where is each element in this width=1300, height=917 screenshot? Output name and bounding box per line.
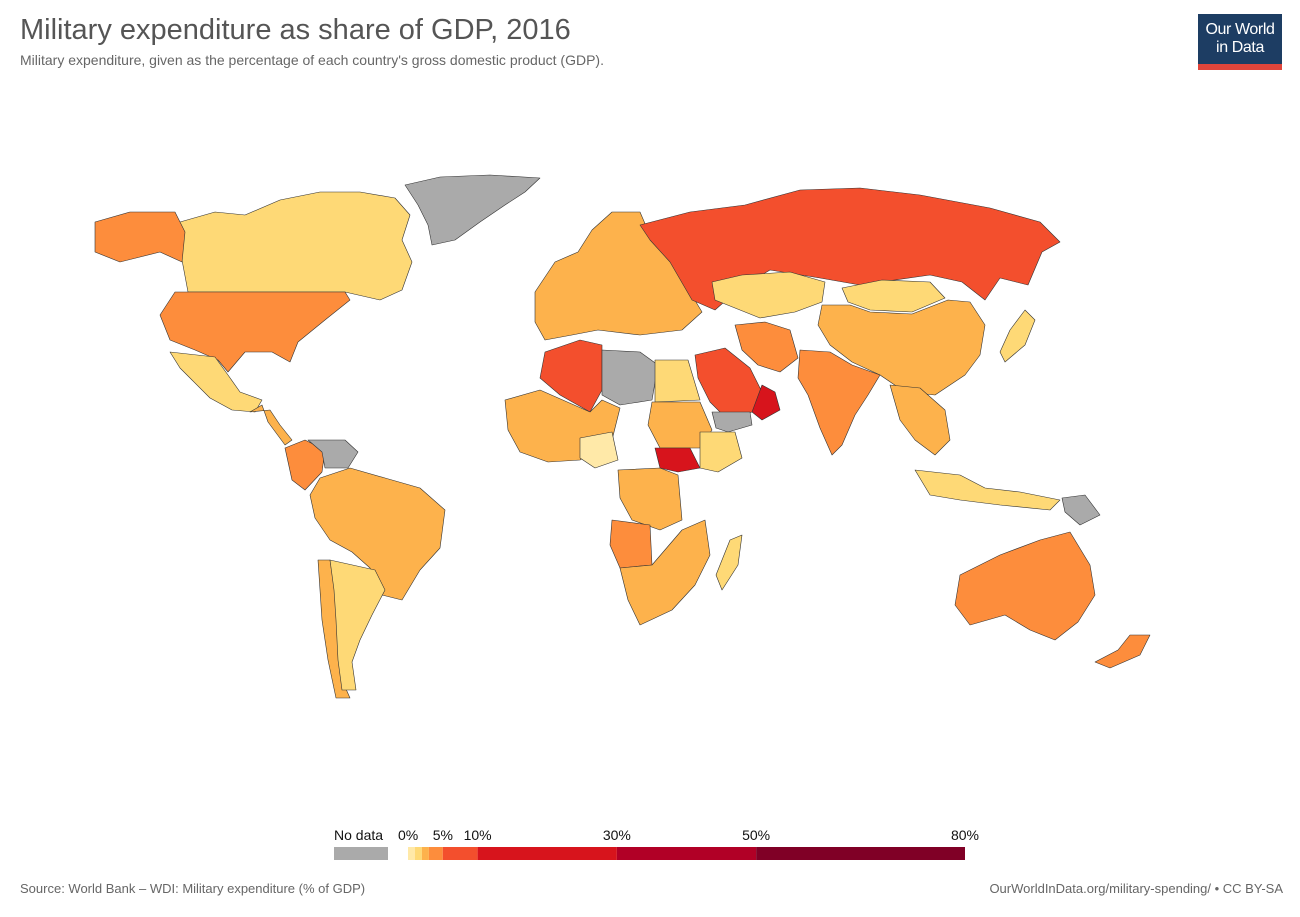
region-egypt[interactable] [654, 359, 701, 403]
legend-bin-5 [477, 847, 617, 860]
legend-tick-label: 30% [602, 827, 631, 843]
region-angola[interactable] [609, 519, 653, 569]
legend-bin-3 [428, 847, 443, 860]
world-map [94, 174, 1151, 699]
region-japan[interactable] [999, 309, 1036, 363]
source-url-link[interactable]: OurWorldInData.org/military-spending/ • … [989, 881, 1283, 896]
legend-tick-label: 0% [398, 827, 419, 843]
logo-line-2: in Data [1216, 39, 1264, 56]
region-iran[interactable] [734, 321, 799, 373]
region-south-sudan[interactable] [654, 447, 701, 473]
region-china[interactable] [817, 299, 986, 396]
our-world-in-data-logo[interactable]: Our World in Data [1198, 14, 1282, 70]
region-mexico[interactable] [169, 351, 263, 413]
region-central-america[interactable] [249, 404, 293, 446]
region-southeast-asia[interactable] [889, 384, 951, 456]
region-alaska[interactable] [94, 211, 186, 263]
source-citation: Source: World Bank – WDI: Military expen… [20, 881, 366, 896]
legend-bin-1 [414, 847, 422, 860]
region-indonesia[interactable] [914, 469, 1061, 511]
region-united-states[interactable] [159, 291, 351, 373]
legend-bin-6 [616, 847, 757, 860]
chart-title: Military expenditure as share of GDP, 20… [20, 14, 571, 46]
region-dr-congo[interactable] [617, 467, 683, 531]
legend-no-data-swatch [334, 847, 388, 860]
legend-bin-4 [442, 847, 478, 860]
region-brazil[interactable] [309, 467, 446, 601]
region-india[interactable] [797, 349, 881, 456]
legend-tick-label: 80% [950, 827, 980, 843]
chart-subtitle: Military expenditure, given as the perce… [20, 52, 604, 68]
legend-color-scale [334, 847, 965, 860]
region-oman[interactable] [751, 384, 781, 421]
legend-bin-2 [421, 847, 429, 860]
region-new-zealand[interactable] [1094, 634, 1151, 669]
legend-bin-7 [756, 847, 965, 860]
logo-line-1: Our World [1205, 21, 1275, 38]
legend-tick-label: 10% [463, 827, 492, 843]
region-australia[interactable] [954, 531, 1096, 641]
region-papua-new-guinea[interactable] [1061, 494, 1101, 526]
region-madagascar[interactable] [715, 534, 743, 591]
region-canada[interactable] [179, 191, 413, 301]
region-argentina[interactable] [329, 559, 386, 691]
region-libya[interactable] [601, 349, 659, 406]
region-algeria[interactable] [539, 339, 603, 413]
color-legend: No data 0% 5% 10% 30% 50% 80% [0, 820, 1300, 870]
region-yemen[interactable] [711, 411, 753, 433]
region-nigeria[interactable] [579, 431, 619, 469]
legend-tick-label: 50% [742, 827, 771, 843]
region-venezuela[interactable] [307, 439, 359, 469]
region-colombia[interactable] [284, 439, 326, 491]
region-ethiopia[interactable] [699, 431, 743, 473]
region-southern-africa[interactable] [619, 519, 711, 626]
legend-tick-label: 5% [432, 827, 453, 843]
region-kazakhstan[interactable] [711, 271, 826, 319]
legend-bin-0 [408, 847, 415, 860]
region-greenland[interactable] [404, 174, 541, 246]
legend-no-data-label: No data [334, 827, 384, 843]
region-mongolia[interactable] [841, 279, 946, 313]
logo-accent-bar [1198, 64, 1282, 70]
